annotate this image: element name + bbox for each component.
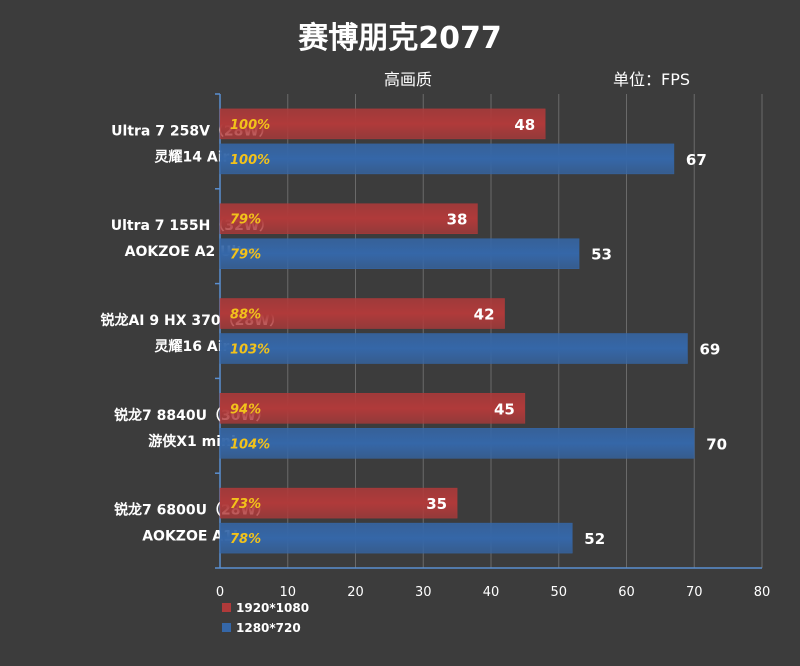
x-tick-label: 70 (686, 585, 703, 600)
data-label: 67 (686, 151, 707, 169)
percent-label: 79% (230, 248, 261, 263)
data-label: 42 (474, 306, 495, 324)
x-tick-label: 40 (483, 585, 500, 600)
percent-label: 100% (230, 153, 270, 168)
bar-1920*1080 (219, 298, 505, 329)
percent-label: 79% (230, 213, 261, 228)
x-tick-label: 20 (347, 585, 364, 600)
percent-label: 103% (230, 343, 270, 358)
bar-1920*1080 (219, 487, 458, 519)
category-label: 灵耀14 Air (155, 149, 230, 165)
x-tick-label: 80 (754, 585, 771, 600)
data-label: 69 (699, 341, 720, 359)
data-label: 52 (584, 530, 605, 548)
legend-label: 1280*720 (236, 621, 301, 635)
bar-1280*720 (219, 238, 580, 269)
bar-1280*720 (219, 333, 688, 364)
percent-label: 104% (230, 437, 270, 452)
data-label: 48 (514, 116, 535, 134)
chart-subtitle: 高画质 (384, 70, 432, 89)
bar-1920*1080 (219, 393, 526, 424)
bar-1280*720 (219, 428, 695, 459)
category-label: AOKZOE A1L (142, 529, 242, 545)
unit-label: 单位：FPS (613, 70, 690, 89)
category-label: 灵耀16 Air (155, 339, 230, 355)
legend-swatch (222, 623, 231, 632)
category-label: 游侠X1 mini (148, 433, 236, 450)
data-label: 53 (591, 246, 612, 264)
percent-label: 94% (230, 402, 261, 417)
bar-1920*1080 (219, 203, 478, 234)
x-tick-label: 30 (415, 585, 432, 600)
legend-label: 1920*1080 (236, 601, 309, 615)
bar-1280*720 (219, 143, 675, 175)
legend-swatch (222, 603, 231, 612)
percent-label: 78% (230, 532, 261, 547)
percent-label: 73% (230, 497, 261, 512)
percent-label: 100% (230, 118, 270, 133)
percent-label: 88% (230, 308, 261, 323)
data-label: 70 (706, 435, 727, 453)
chart-title: 赛博朋克2077 (298, 21, 502, 56)
x-tick-label: 50 (550, 585, 567, 600)
x-tick-label: 0 (216, 585, 224, 600)
data-label: 35 (426, 495, 447, 513)
bar-1920*1080 (219, 108, 546, 140)
bar-1280*720 (219, 522, 573, 554)
data-label: 45 (494, 400, 515, 418)
x-tick-label: 10 (279, 585, 296, 600)
x-tick-label: 60 (618, 585, 635, 600)
data-label: 38 (447, 211, 468, 229)
